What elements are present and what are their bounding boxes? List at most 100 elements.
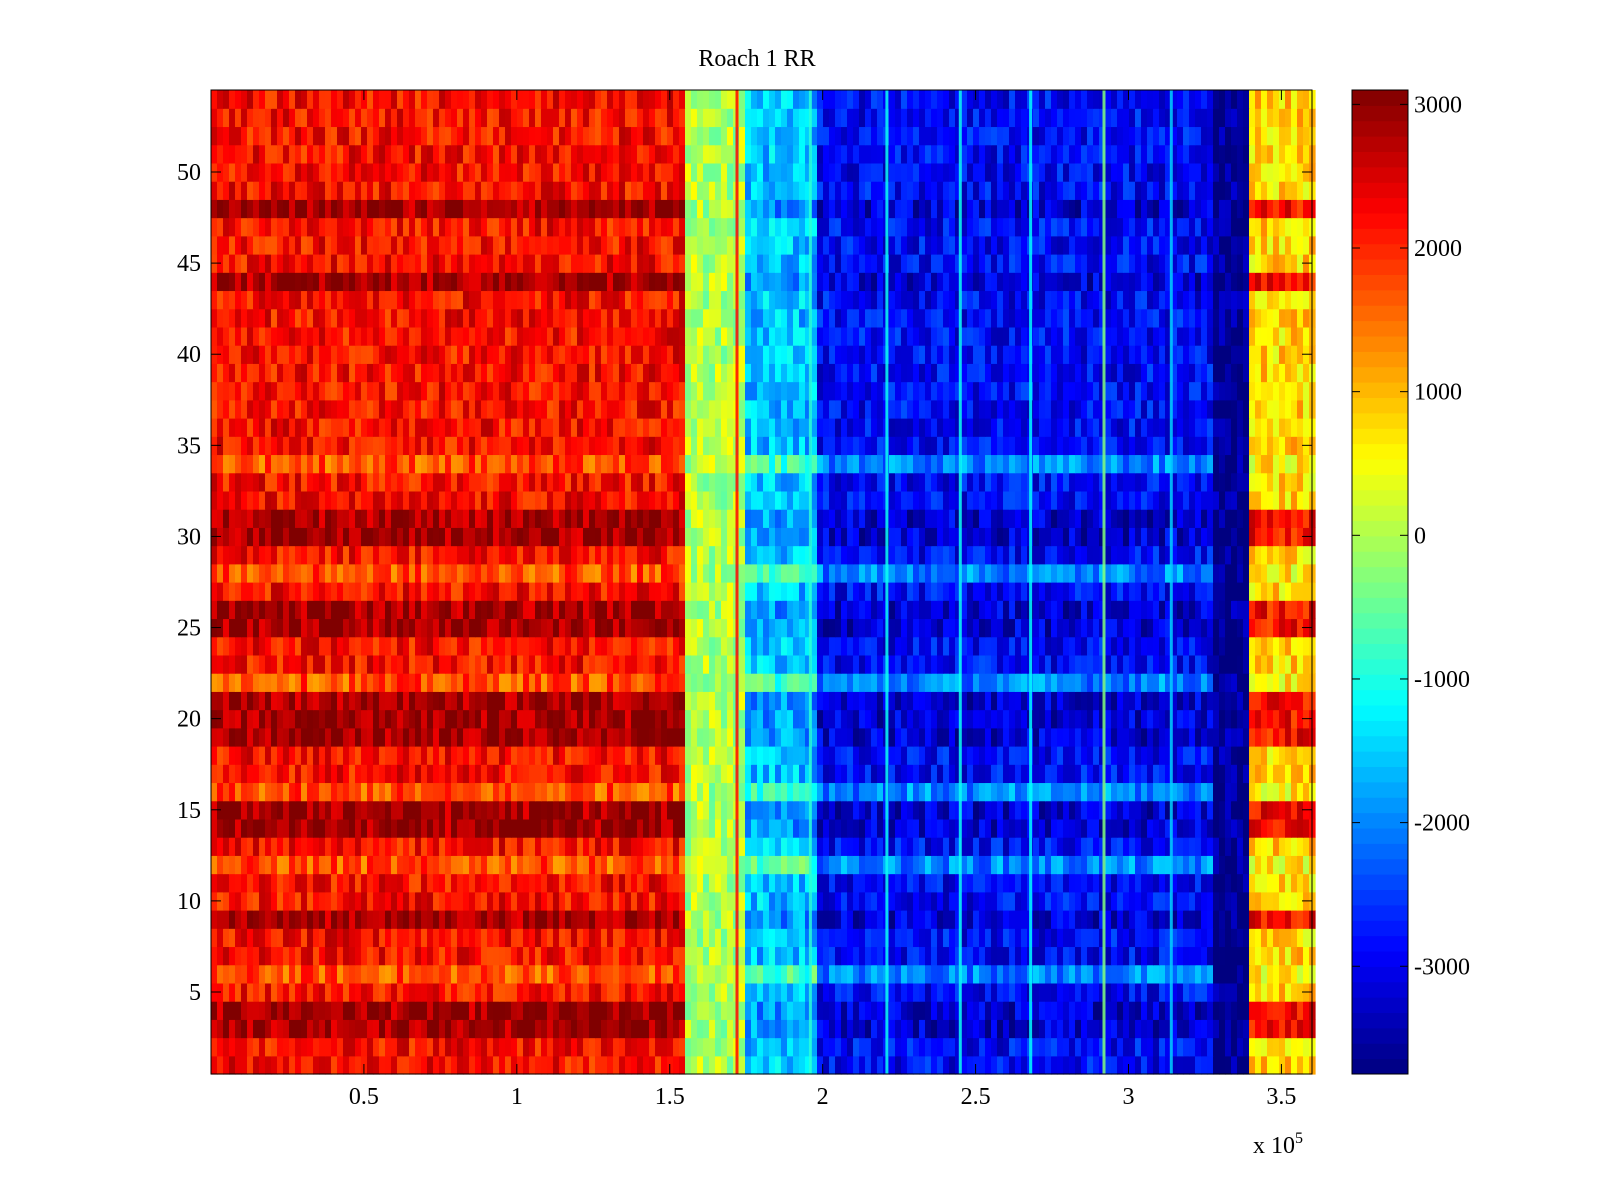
heatmap-cell <box>643 600 650 620</box>
heatmap-cell <box>505 636 512 656</box>
heatmap-cell <box>247 746 254 765</box>
heatmap-cell <box>355 764 362 784</box>
heatmap-cell <box>1099 673 1106 692</box>
heatmap-cell <box>307 1001 314 1020</box>
heatmap-cell <box>469 891 476 911</box>
heatmap-cell <box>607 818 614 838</box>
heatmap-cell <box>301 746 308 765</box>
heatmap-cell <box>1195 818 1202 838</box>
heatmap-cell <box>787 1037 794 1057</box>
heatmap-cell <box>745 746 752 765</box>
heatmap-cell <box>553 946 560 966</box>
heatmap-cell <box>1177 618 1184 638</box>
heatmap-cell <box>325 582 332 601</box>
heatmap-cell <box>313 746 320 765</box>
heatmap-cell <box>1183 946 1190 966</box>
heatmap-cell <box>421 837 428 856</box>
heatmap-cell <box>1171 600 1178 620</box>
heatmap-cell <box>439 818 446 838</box>
heatmap-cell <box>703 746 710 765</box>
heatmap-cell <box>1051 855 1058 875</box>
heatmap-cell <box>1033 1001 1040 1020</box>
heatmap-cell <box>1249 636 1256 656</box>
heatmap-cell <box>799 1037 806 1057</box>
heatmap-cell <box>1093 709 1100 729</box>
heatmap-cell <box>511 1055 518 1075</box>
heatmap-cell <box>217 1055 224 1075</box>
heatmap-cell <box>937 691 944 711</box>
heatmap-cell <box>853 618 860 638</box>
heatmap-cell <box>937 1055 944 1075</box>
heatmap-cell <box>229 746 236 765</box>
heatmap-cell <box>1165 873 1172 893</box>
heatmap-cell <box>541 1037 548 1057</box>
heatmap-cell <box>1057 636 1064 656</box>
heatmap-cell <box>739 800 746 820</box>
heatmap-cell <box>709 618 716 638</box>
heatmap-cell <box>691 837 698 856</box>
heatmap-cell <box>253 563 260 583</box>
heatmap-cell <box>235 837 242 856</box>
heatmap-cell <box>631 764 638 784</box>
heatmap-cell <box>217 928 224 948</box>
heatmap-cell <box>739 982 746 1002</box>
heatmap-cell <box>631 1019 638 1039</box>
heatmap-cell <box>259 727 266 747</box>
heatmap-cell <box>1123 910 1130 929</box>
heatmap-cell <box>1063 1055 1070 1075</box>
heatmap-cell <box>823 782 830 802</box>
heatmap-cell <box>289 709 296 729</box>
heatmap-cell <box>889 1055 896 1075</box>
heatmap-cell <box>709 855 716 875</box>
heatmap-cell <box>835 910 842 929</box>
heatmap-cell <box>1255 600 1262 620</box>
heatmap-cell <box>535 800 542 820</box>
heatmap-cell <box>235 1019 242 1039</box>
heatmap-cell <box>829 654 836 674</box>
heatmap-cell <box>301 782 308 802</box>
heatmap-cell <box>517 582 524 601</box>
heatmap-cell <box>1237 1019 1244 1039</box>
heatmap-cell <box>433 1019 440 1039</box>
heatmap-cell <box>487 654 494 674</box>
heatmap-cell <box>787 636 794 656</box>
heatmap-cell <box>583 910 590 929</box>
heatmap-cell <box>1153 618 1160 638</box>
heatmap-cell <box>301 709 308 729</box>
heatmap-cell <box>1003 691 1010 711</box>
heatmap-cell <box>829 818 836 838</box>
heatmap-cell <box>1105 873 1112 893</box>
heatmap-cell <box>871 982 878 1002</box>
heatmap-cell <box>1267 764 1274 784</box>
heatmap-cell <box>301 818 308 838</box>
heatmap-cell <box>649 654 656 674</box>
heatmap-cell <box>577 673 584 692</box>
heatmap-cell <box>331 800 338 820</box>
heatmap-cell <box>1081 946 1088 966</box>
heatmap-cell <box>1255 946 1262 966</box>
heatmap-cell <box>427 910 434 929</box>
heatmap-cell <box>553 910 560 929</box>
heatmap-cell <box>739 673 746 692</box>
heatmap-cell <box>751 600 758 620</box>
heatmap-cell <box>655 636 662 656</box>
heatmap-cell <box>649 600 656 620</box>
heatmap-cell <box>283 636 290 656</box>
heatmap-cell <box>1147 582 1154 601</box>
heatmap-cell <box>223 600 230 620</box>
heatmap-cell <box>481 764 488 784</box>
heatmap-cell <box>1123 782 1130 802</box>
heatmap-cell <box>1267 946 1274 966</box>
heatmap-cell <box>1141 873 1148 893</box>
heatmap-cell <box>619 964 626 984</box>
heatmap-cell <box>895 800 902 820</box>
heatmap-cell <box>1081 764 1088 784</box>
heatmap-cell <box>547 800 554 820</box>
heatmap-cell <box>1123 746 1130 765</box>
heatmap-cell <box>739 582 746 601</box>
heatmap-cell <box>385 910 392 929</box>
heatmap-cell <box>817 654 824 674</box>
heatmap-cell <box>1117 636 1124 656</box>
heatmap-cell <box>1111 654 1118 674</box>
heatmap-cell <box>385 946 392 966</box>
